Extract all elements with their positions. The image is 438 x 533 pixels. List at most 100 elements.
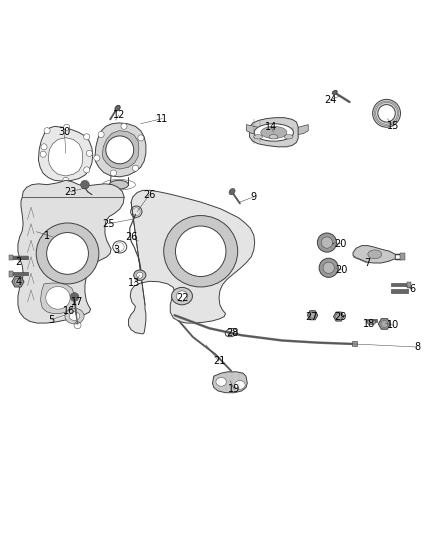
Ellipse shape <box>36 223 99 284</box>
Text: 30: 30 <box>58 127 71 138</box>
Ellipse shape <box>47 232 88 274</box>
Polygon shape <box>391 289 408 293</box>
Ellipse shape <box>63 177 69 183</box>
Ellipse shape <box>318 233 336 252</box>
Text: 29: 29 <box>335 312 347 321</box>
Ellipse shape <box>106 136 134 164</box>
Polygon shape <box>298 125 308 135</box>
Ellipse shape <box>284 135 293 139</box>
Ellipse shape <box>110 180 128 189</box>
Text: 26: 26 <box>143 190 155 200</box>
Polygon shape <box>11 272 28 275</box>
Text: 20: 20 <box>336 265 348 275</box>
Ellipse shape <box>321 237 332 248</box>
Ellipse shape <box>323 262 334 273</box>
Text: 13: 13 <box>128 278 140 288</box>
Polygon shape <box>212 372 247 393</box>
Ellipse shape <box>41 144 47 150</box>
Ellipse shape <box>367 320 376 325</box>
Ellipse shape <box>65 308 84 324</box>
Ellipse shape <box>84 134 90 140</box>
Ellipse shape <box>254 135 262 139</box>
Text: 28: 28 <box>226 328 238 337</box>
Text: 3: 3 <box>113 245 120 255</box>
Ellipse shape <box>319 258 338 277</box>
Polygon shape <box>41 283 74 313</box>
Ellipse shape <box>378 104 395 122</box>
Polygon shape <box>247 125 258 135</box>
Text: 17: 17 <box>71 297 84 307</box>
Text: 6: 6 <box>410 284 416 294</box>
Polygon shape <box>11 256 28 259</box>
Bar <box>400 253 405 260</box>
Ellipse shape <box>216 377 226 386</box>
Ellipse shape <box>110 170 117 176</box>
Polygon shape <box>378 319 391 329</box>
Ellipse shape <box>115 106 120 111</box>
Ellipse shape <box>176 226 226 277</box>
Text: 16: 16 <box>63 306 75 316</box>
Polygon shape <box>128 190 254 334</box>
Ellipse shape <box>381 320 388 327</box>
Text: 10: 10 <box>387 320 399 330</box>
Polygon shape <box>366 319 377 322</box>
Text: 11: 11 <box>156 114 169 124</box>
Ellipse shape <box>229 189 235 195</box>
Text: 20: 20 <box>335 239 347 249</box>
Ellipse shape <box>254 124 293 141</box>
Polygon shape <box>333 312 344 321</box>
Text: 7: 7 <box>364 258 370 268</box>
Ellipse shape <box>86 150 92 156</box>
Text: 9: 9 <box>251 192 257 202</box>
Text: 2: 2 <box>16 257 22 267</box>
Ellipse shape <box>40 151 46 157</box>
Polygon shape <box>307 311 318 320</box>
Ellipse shape <box>137 272 143 278</box>
Bar <box>9 255 13 261</box>
Ellipse shape <box>14 278 21 285</box>
Ellipse shape <box>121 123 127 130</box>
Text: 14: 14 <box>265 122 277 132</box>
Ellipse shape <box>84 167 90 173</box>
Polygon shape <box>48 138 83 176</box>
Ellipse shape <box>336 313 342 320</box>
Ellipse shape <box>177 291 187 301</box>
Polygon shape <box>102 131 139 169</box>
Bar <box>407 282 411 288</box>
Text: 26: 26 <box>125 232 137 242</box>
Ellipse shape <box>164 215 238 287</box>
Text: 18: 18 <box>363 319 375 329</box>
Text: 21: 21 <box>213 357 225 366</box>
Ellipse shape <box>132 165 138 171</box>
Text: 22: 22 <box>176 293 188 303</box>
Polygon shape <box>12 277 24 287</box>
Polygon shape <box>353 246 395 263</box>
Ellipse shape <box>46 287 70 309</box>
Ellipse shape <box>235 381 245 389</box>
Ellipse shape <box>81 180 89 189</box>
Ellipse shape <box>172 287 192 305</box>
Ellipse shape <box>44 128 50 134</box>
Ellipse shape <box>70 293 79 301</box>
Polygon shape <box>39 126 93 181</box>
Ellipse shape <box>373 99 400 127</box>
Text: 15: 15 <box>387 122 399 131</box>
Ellipse shape <box>269 135 278 139</box>
Text: 27: 27 <box>305 312 318 321</box>
Text: 19: 19 <box>228 384 240 394</box>
Ellipse shape <box>261 126 287 139</box>
Ellipse shape <box>94 155 100 161</box>
Text: 25: 25 <box>102 219 114 229</box>
Text: 5: 5 <box>48 314 55 325</box>
Polygon shape <box>18 180 124 323</box>
Ellipse shape <box>368 250 382 259</box>
Text: 1: 1 <box>44 231 50 241</box>
Polygon shape <box>391 283 408 286</box>
Ellipse shape <box>332 91 337 94</box>
Text: 23: 23 <box>64 187 76 197</box>
Ellipse shape <box>98 132 104 138</box>
Text: 4: 4 <box>16 277 22 287</box>
Text: 24: 24 <box>324 95 336 105</box>
Polygon shape <box>250 118 298 147</box>
Ellipse shape <box>69 312 80 320</box>
